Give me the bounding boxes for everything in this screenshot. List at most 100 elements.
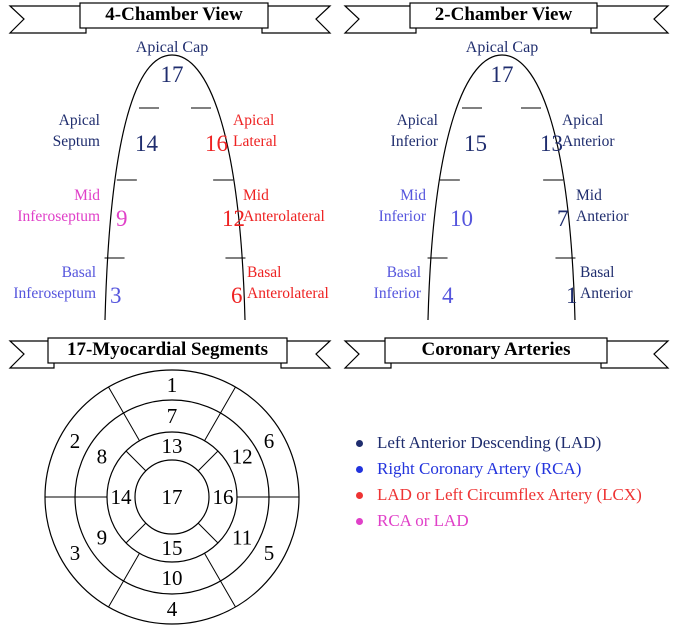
banner: 2-Chamber View [343,2,670,34]
segment-label: Mid Inferior [379,187,427,225]
legend: Left Anterior Descending (LAD) Right Coro… [352,430,652,534]
label-line: Mid [74,187,100,204]
segment-number: 14 [111,485,133,509]
segment-number: 13 [162,434,183,458]
legend-bullet [356,492,363,499]
divider [204,553,236,608]
banner-title: 2-Chamber View [435,4,573,25]
segment-number: 12 [232,445,253,469]
segment-number: 5 [264,541,275,565]
label-line: Anterolateral [243,208,325,225]
legend-item: Right Coronary Artery (RCA) [352,456,652,482]
legend-item: LAD or Left Circumflex Artery (LCX) [352,482,652,508]
segment-number: 8 [97,445,108,469]
label-line: Inferior [374,285,422,302]
apex-label: Apical Cap [466,39,538,56]
banner-tail [261,5,332,34]
segment-number: 6 [231,283,243,308]
segment-number: 10 [450,206,473,231]
label-line: Apical [562,112,603,129]
arch [427,54,576,321]
banner-title: Coronary Arteries [422,339,571,360]
segment-number: 14 [135,131,159,156]
legend-text: Right Coronary Artery (RCA) [377,459,582,478]
banner: Coronary Arteries [343,337,670,369]
legend-text: LAD or Left Circumflex Artery (LCX) [377,485,642,504]
banner-title: 4-Chamber View [105,4,243,25]
segment-number: 16 [205,131,228,156]
banner-tail [590,5,670,34]
segment-number: 10 [162,566,183,590]
label-line: Inferoseptum [13,285,96,302]
segment-label: Apical Septum [53,112,100,150]
banner-tail [343,5,417,34]
legend-text: RCA or LAD [377,511,469,530]
label-line: Anterior [562,133,615,150]
label-line: Septum [53,133,100,150]
banner-tail [8,340,55,369]
label-line: Basal [580,264,614,281]
banner-tail [600,340,670,369]
legend-bullet [356,466,363,473]
segment-number: 13 [540,131,563,156]
apex-label: Apical Cap [136,39,208,56]
segment-label: Mid Inferoseptum [17,187,100,225]
banner: 4-Chamber View [8,2,332,34]
segment-label: Apical Inferior [391,112,439,150]
legend-item: RCA or LAD [352,508,652,534]
divider [197,450,219,472]
segment-label: Basal Anterolateral [247,264,329,302]
banner-tail [343,340,392,369]
segment-label: Apical Anterior [562,112,615,150]
label-line: Inferior [391,133,439,150]
segment-number: 7 [167,404,178,428]
segment-number: 1 [167,373,178,397]
label-line: Basal [247,264,281,281]
divider [108,386,140,441]
apex-number: 17 [491,62,514,87]
segment-number: 15 [162,536,183,560]
label-line: Inferoseptum [17,208,100,225]
segment-label: Mid Anterolateral [243,187,325,225]
segment-number: 1 [566,283,578,308]
segment-label: Apical Lateral [233,112,277,150]
segment-number: 11 [232,526,252,550]
label-line: Lateral [233,133,277,150]
segment-number: 4 [442,283,454,308]
label-line: Anterior [580,285,633,302]
divider [108,553,140,608]
label-line: Mid [400,187,426,204]
segment-number: 3 [110,283,122,308]
banner-tail [8,5,87,34]
divider [125,450,147,472]
segment-number: 15 [464,131,487,156]
apex-number: 17 [161,62,184,87]
label-line: Apical [233,112,274,129]
segment-number: 12 [222,206,245,231]
banner-box [79,2,269,29]
legend-bullet [356,440,363,447]
arch [104,54,246,321]
label-line: Basal [62,264,96,281]
segment-number: 9 [97,526,108,550]
divider [197,522,219,544]
legend-item: Left Anterior Descending (LAD) [352,430,652,456]
segment-label: Basal Anterior [580,264,633,302]
label-line: Mid [576,187,602,204]
segment-number: 2 [70,429,81,453]
label-line: Mid [243,187,269,204]
legend-text: Left Anterior Descending (LAD) [377,433,602,452]
segment-number: 9 [116,206,128,231]
divider [125,522,147,544]
label-line: Anterior [576,208,629,225]
segment-label: Basal Inferior [374,264,422,302]
label-line: Basal [387,264,421,281]
segment-number: 4 [167,597,178,621]
label-line: Apical [397,112,438,129]
segment-number: 7 [557,206,569,231]
label-line: Inferior [379,208,427,225]
ring [134,459,210,535]
segment-number: 16 [213,485,234,509]
